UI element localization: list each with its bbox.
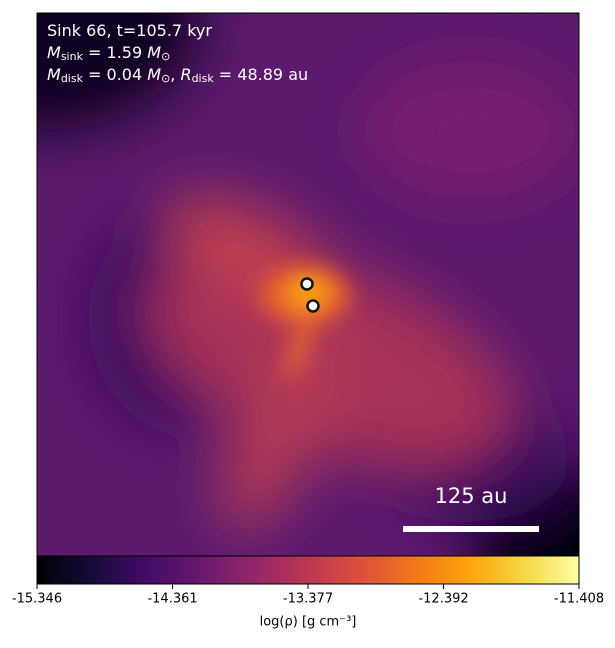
- annotation-part: R: [180, 65, 191, 84]
- colorbar: [36, 555, 580, 585]
- annotation-part: M: [47, 43, 61, 62]
- annotation: Sink 66, t=105.7 kyr: [47, 21, 212, 40]
- annotation-part: ⊙: [161, 50, 170, 63]
- density-map: [37, 13, 579, 556]
- sink: [300, 277, 314, 291]
- annotation-part: Sink 66, t=105.7 kyr: [47, 21, 212, 40]
- tick-label: -15.346: [12, 592, 62, 607]
- sink: [306, 299, 320, 313]
- scale-bar: [403, 526, 539, 532]
- tick-label: -11.408: [554, 592, 604, 607]
- annotation-part: ,: [170, 65, 180, 84]
- scale-bar-label: 125 au: [435, 484, 508, 508]
- colorbar-label: log(ρ) [g cm⁻³]: [260, 615, 357, 630]
- tick-label: -13.377: [283, 592, 333, 607]
- annotation-part: disk: [192, 72, 215, 85]
- annotation-part: = 48.89 au: [214, 65, 308, 84]
- annotation: Msink = 1.59 M⊙: [47, 43, 170, 64]
- annotation-part: M: [147, 65, 161, 84]
- tick-label: -14.361: [147, 592, 197, 607]
- annotation-part: disk: [61, 72, 84, 85]
- annotation-part: = 0.04: [83, 65, 147, 84]
- annotation-part: = 1.59: [83, 43, 147, 62]
- tick-label: -12.392: [418, 592, 468, 607]
- annotation: Mdisk = 0.04 M⊙, Rdisk = 48.89 au: [47, 65, 308, 86]
- annotation-part: M: [147, 43, 161, 62]
- annotation-part: sink: [61, 50, 84, 63]
- annotation-part: M: [47, 65, 61, 84]
- annotation-part: ⊙: [161, 72, 170, 85]
